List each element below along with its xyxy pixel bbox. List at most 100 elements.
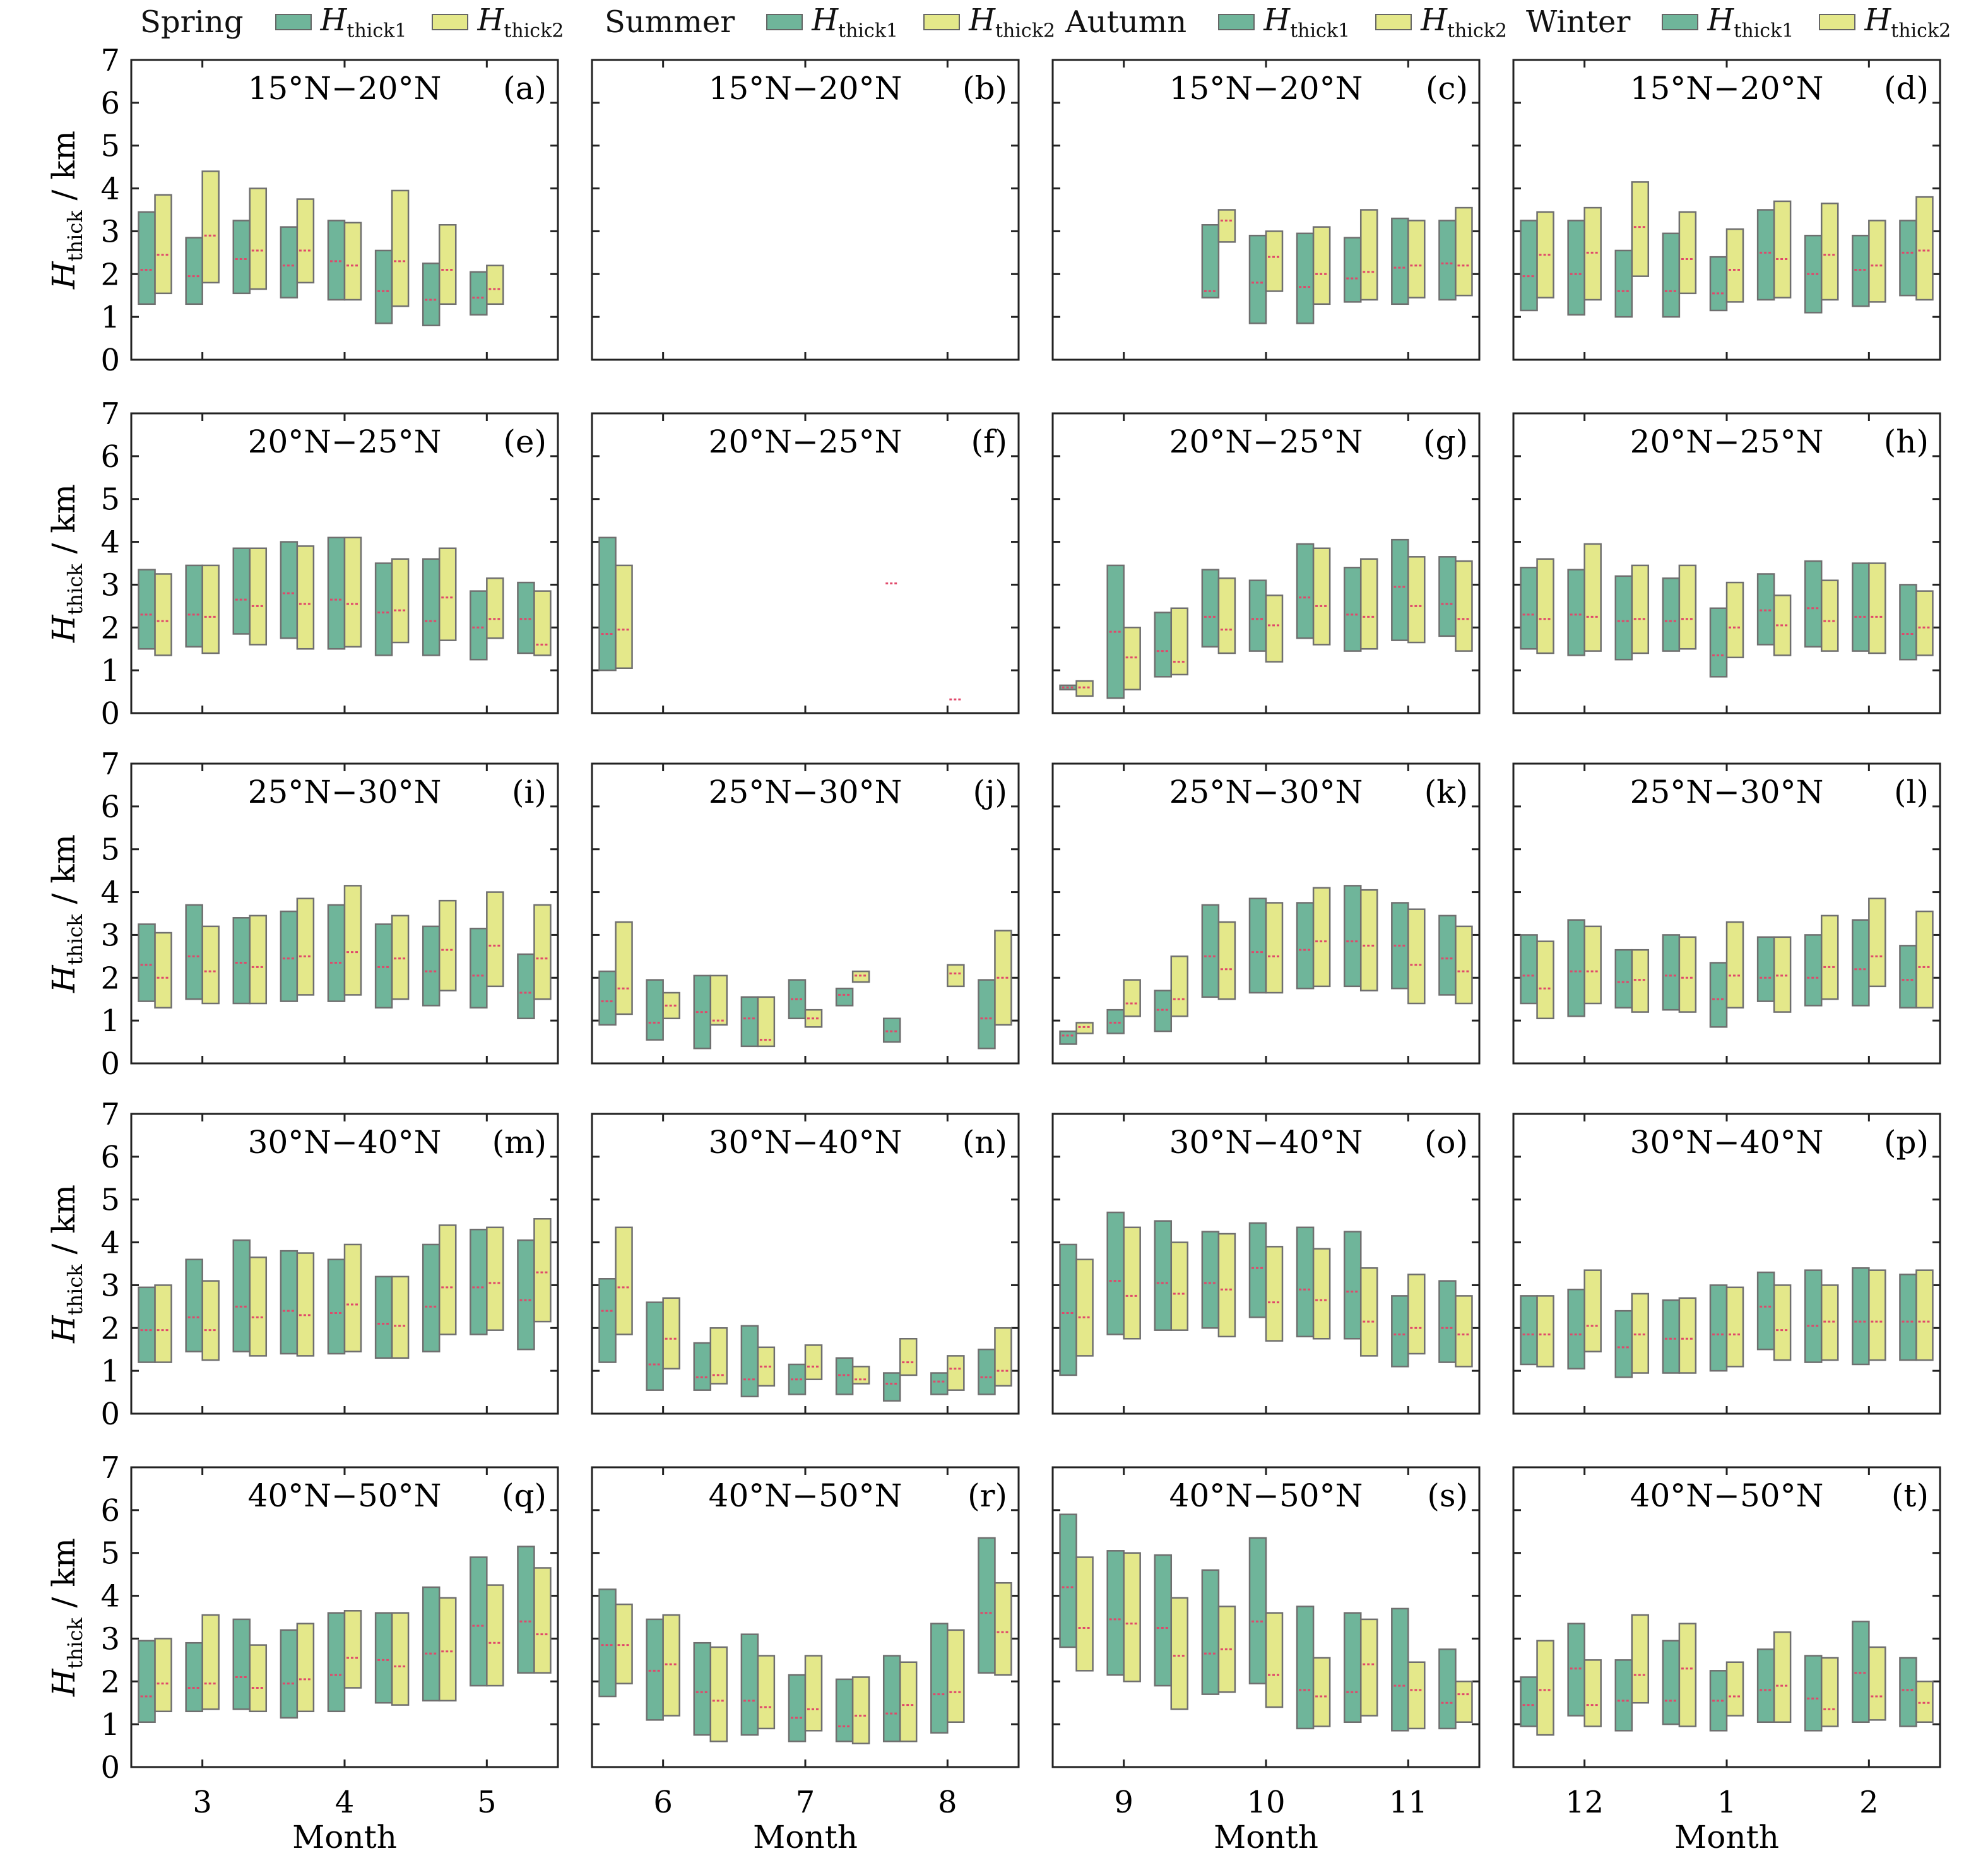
box-hthick1	[232, 1618, 251, 1710]
legend-subscript: thick2	[995, 20, 1055, 42]
box-hthick2	[615, 564, 633, 670]
box-hthick2	[1123, 1226, 1141, 1340]
box-hthick1	[930, 1623, 949, 1734]
box-hthick1	[185, 1641, 203, 1713]
box-hthick2	[249, 1257, 268, 1357]
box-hthick2	[391, 1612, 410, 1706]
panel-b: 15°N−20°N (b)	[591, 59, 1020, 361]
box-hthick2	[201, 564, 220, 654]
box-hthick2	[1075, 1258, 1094, 1357]
box-hthick2	[1359, 209, 1378, 301]
box-hthick2	[343, 222, 362, 301]
box-hthick1	[1154, 1220, 1173, 1331]
band-title: 30°N−40°N	[248, 1124, 442, 1161]
legend-label-thick1: Hthick1	[321, 3, 407, 42]
box-hthick1	[185, 564, 203, 648]
box-hthick1	[422, 558, 441, 656]
legend-item-thick2: Hthick2	[432, 3, 564, 42]
box-hthick2	[296, 545, 315, 650]
y-tick-label: 6	[100, 439, 120, 475]
box-hthick2	[1868, 220, 1886, 303]
band-title: 15°N−20°N	[1169, 70, 1363, 107]
legend-label-thick2: Hthick2	[477, 3, 564, 42]
box-hthick2	[1075, 680, 1094, 697]
x-axis-label: Month	[1214, 1819, 1318, 1851]
x-tick-label: 3	[192, 1785, 212, 1820]
panel-f: 20°N−25°N (f)	[591, 412, 1020, 714]
box-hthick1	[517, 953, 535, 1019]
y-axis-label: Hthick / km	[45, 484, 87, 643]
y-tick-label: 1	[100, 300, 120, 335]
box-hthick1	[1899, 220, 1917, 297]
box-hthick2	[1312, 887, 1331, 988]
band-title: 40°N−50°N	[1169, 1477, 1363, 1514]
box-hthick1	[693, 1641, 712, 1736]
box-hthick1	[1852, 1621, 1870, 1723]
box-hthick1	[374, 562, 393, 656]
legend-spring: Spring Hthick1 Hthick2	[140, 0, 589, 44]
legend-symbol: H	[1421, 2, 1447, 38]
box-hthick1	[422, 1243, 441, 1352]
box-hthick2	[1359, 1618, 1378, 1717]
box-hthick1	[138, 211, 156, 305]
box-hthick1	[1438, 1280, 1457, 1363]
box-hthick2	[1407, 556, 1426, 644]
box-hthick2	[249, 914, 268, 1005]
box-hthick2	[1678, 211, 1697, 295]
box-hthick1	[1520, 1295, 1538, 1366]
box-hthick1	[1059, 1030, 1077, 1045]
legend-item-thick2: Hthick2	[1819, 3, 1951, 42]
box-hthick2	[994, 1582, 1012, 1676]
box-hthick1	[185, 237, 203, 305]
box-hthick1	[1106, 1550, 1125, 1676]
box-hthick2	[1820, 579, 1839, 652]
box-hthick1	[1852, 1267, 1870, 1366]
box-hthick1	[1852, 234, 1870, 307]
box-hthick2	[1312, 1657, 1331, 1727]
y-axis-label: Hthick / km	[45, 1185, 87, 1344]
box-hthick2	[1631, 1292, 1650, 1374]
panel-label: (t)	[1891, 1477, 1929, 1514]
box-hthick1	[374, 1275, 393, 1359]
box-hthick2	[1678, 564, 1697, 650]
box-hthick2	[1678, 1297, 1697, 1374]
y-axis-unit: / km	[45, 131, 82, 210]
box-hthick2	[1631, 1614, 1650, 1704]
box-hthick1	[1438, 220, 1457, 301]
box-hthick2	[154, 573, 172, 656]
box-hthick2	[1820, 1284, 1839, 1361]
panel-label: (d)	[1884, 70, 1929, 107]
x-tick-label: 8	[938, 1785, 957, 1820]
box-hthick2	[1312, 547, 1331, 646]
box-hthick2	[1536, 1640, 1554, 1736]
band-title: 30°N−40°N	[709, 1124, 902, 1161]
legend-subscript: thick2	[1891, 20, 1951, 42]
box-hthick1	[1662, 1640, 1681, 1725]
panel-n: 30°N−40°N (n)	[591, 1113, 1020, 1415]
panel-r: 6 7 8 40°N−50°N (r) Month	[591, 1466, 1020, 1851]
x-tick-label: 4	[335, 1785, 355, 1820]
box-hthick1	[1343, 1612, 1362, 1724]
legend-item-thick2: Hthick2	[1375, 3, 1507, 42]
season-name: Spring	[140, 4, 244, 40]
legend-autumn: Autumn Hthick1 Hthick2	[1065, 0, 1532, 44]
band-title: 20°N−25°N	[248, 423, 442, 460]
band-title: 25°N−30°N	[1630, 774, 1824, 810]
box-hthick2	[947, 1355, 965, 1391]
box-hthick2	[804, 1344, 823, 1380]
box-hthick2	[438, 547, 457, 641]
y-tick-label: 7	[100, 396, 120, 432]
y-tick-label: 2	[100, 1311, 120, 1346]
band-title: 30°N−40°N	[1169, 1124, 1363, 1161]
box-hthick2	[1583, 1269, 1602, 1352]
box-hthick2	[1868, 1646, 1886, 1721]
x-tick-label: 10	[1246, 1785, 1285, 1820]
panel-o: 30°N−40°N (o)	[1051, 1113, 1481, 1415]
band-title: 40°N−50°N	[1630, 1477, 1824, 1514]
box-hthick1	[1296, 543, 1315, 639]
box-hthick1	[598, 970, 617, 1026]
box-hthick1	[1391, 538, 1409, 641]
box-hthick2	[1725, 228, 1744, 303]
box-hthick2	[438, 1597, 457, 1702]
panel-label: (m)	[492, 1124, 547, 1161]
